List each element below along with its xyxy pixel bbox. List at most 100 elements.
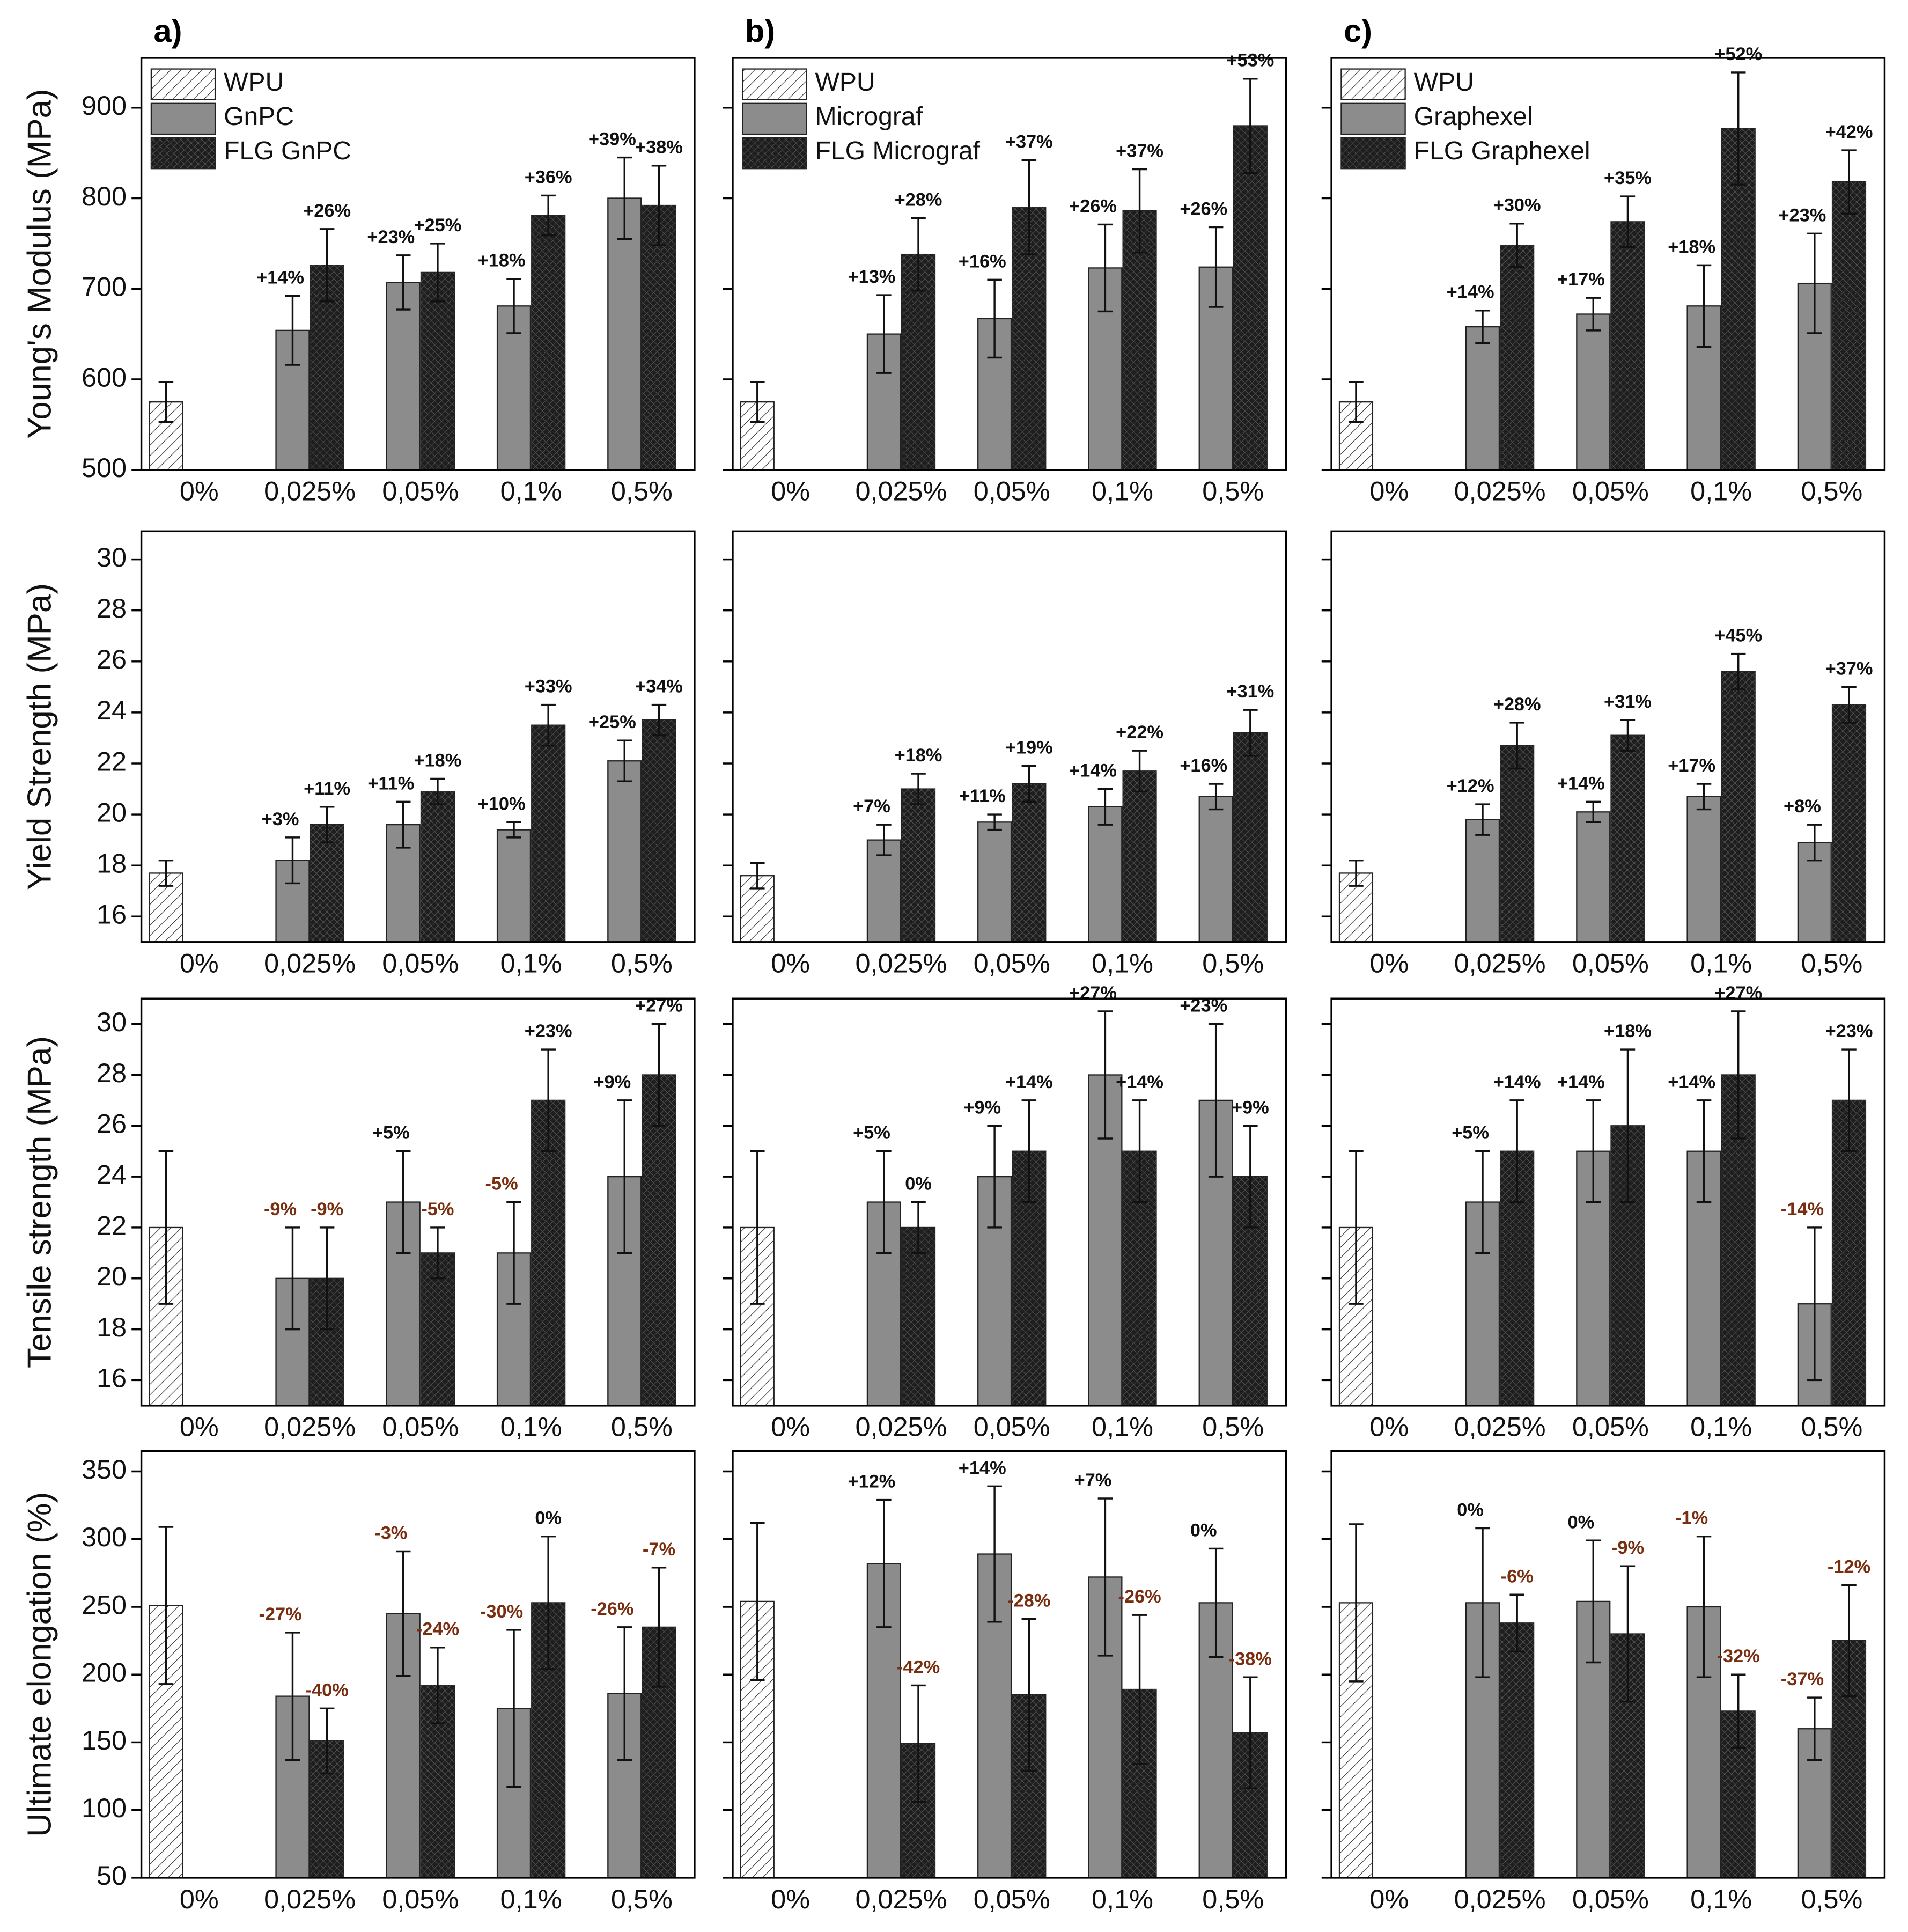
plot-frame: [1330, 1450, 1886, 1879]
annotation: +31%: [1226, 681, 1274, 702]
bar: [1088, 806, 1123, 943]
legend-label: WPU: [815, 68, 875, 97]
annotation: +8%: [1784, 796, 1821, 817]
bar-hatch: [902, 789, 935, 942]
y-tick-label: 300: [82, 1522, 127, 1552]
annotation: 0%: [1568, 1512, 1595, 1532]
plot-frame: [1330, 530, 1886, 943]
y-tick-label: 26: [97, 644, 127, 674]
annotation: -9%: [1611, 1538, 1644, 1558]
legend-hatch: [1341, 137, 1405, 169]
x-tick-label: 0,5%: [611, 476, 673, 506]
x-tick-label: 0%: [1369, 476, 1409, 506]
plot-frame: [732, 530, 1287, 943]
bar-hatch: [902, 1227, 935, 1406]
y-tick-label: 30: [97, 1007, 127, 1037]
annotation: -42%: [897, 1657, 940, 1677]
bar: [1576, 313, 1611, 471]
annotation: -6%: [1501, 1566, 1534, 1586]
y-tick-label: 30: [97, 542, 127, 572]
plot-frame: [140, 997, 696, 1407]
y-tick-label: 700: [82, 271, 127, 302]
bar: [1686, 796, 1721, 943]
x-tick-label: 0%: [1369, 948, 1409, 979]
y-tick-label: 24: [97, 695, 127, 725]
annotation: +12%: [1447, 776, 1494, 796]
x-tick-label: 0,025%: [1454, 476, 1546, 506]
bar-hatch: [421, 272, 454, 470]
annotation: +9%: [593, 1072, 631, 1092]
annotation: 0%: [1190, 1520, 1217, 1540]
legend-swatch: [150, 102, 216, 135]
bar: [1576, 811, 1611, 943]
annotation: +25%: [588, 712, 636, 732]
x-tick-label: 0,025%: [264, 1884, 356, 1914]
legend-label: Graphexel: [1414, 102, 1533, 131]
annotation: +14%: [256, 268, 304, 288]
x-tick-label: 0,05%: [382, 1412, 459, 1442]
y-tick-label: 100: [82, 1793, 127, 1823]
annotation: +14%: [1557, 773, 1605, 794]
annotation: +16%: [959, 251, 1006, 271]
bar-hatch: [642, 205, 676, 470]
x-tick-label: 0,05%: [1572, 1884, 1649, 1914]
y-tick-label: 16: [97, 899, 127, 930]
bar-hatch: [1123, 211, 1156, 470]
x-tick-label: 0,1%: [1092, 948, 1153, 979]
plot-frame: [140, 1450, 696, 1879]
y-tick-label: 150: [82, 1725, 127, 1755]
annotation: -40%: [306, 1680, 349, 1700]
annotation: +9%: [963, 1097, 1001, 1118]
annotation: +23%: [525, 1021, 572, 1041]
annotation: -24%: [416, 1619, 459, 1640]
annotation: +11%: [367, 773, 414, 794]
annotation: +11%: [304, 778, 350, 799]
x-tick-label: 0,5%: [1801, 1884, 1862, 1914]
annotation: -5%: [421, 1199, 454, 1220]
legend-label: GnPC: [224, 102, 294, 131]
annotation: +14%: [1668, 1072, 1715, 1092]
annotation: -28%: [1007, 1591, 1050, 1611]
x-tick-label: 0,1%: [500, 1412, 562, 1442]
annotation: +5%: [1452, 1123, 1489, 1143]
annotation: +18%: [1604, 1021, 1652, 1041]
annotation: +22%: [1116, 722, 1163, 743]
annotation: +28%: [895, 190, 942, 210]
annotation: +37%: [1116, 141, 1163, 161]
annotation: +34%: [635, 677, 683, 697]
x-tick-label: 0,05%: [974, 1884, 1050, 1914]
annotation: -9%: [311, 1199, 343, 1220]
plot-frame: [140, 530, 696, 943]
annotation: +13%: [848, 267, 896, 287]
annotation: -9%: [264, 1199, 297, 1220]
x-tick-label: 0,05%: [382, 1884, 459, 1914]
annotation: -26%: [591, 1599, 633, 1619]
bar: [496, 829, 532, 943]
bar: [1198, 796, 1233, 943]
x-tick-label: 0,5%: [1202, 948, 1264, 979]
annotation: +23%: [1778, 205, 1826, 225]
y-tick-label: 18: [97, 848, 127, 878]
bar-hatch: [1832, 704, 1866, 942]
plot-frame: [1330, 997, 1886, 1407]
x-tick-label: 0,5%: [1801, 948, 1862, 979]
x-tick-label: 0,1%: [1690, 476, 1752, 506]
legend-swatch: [742, 102, 807, 135]
annotation: +23%: [367, 227, 415, 247]
bar-hatch: [1233, 126, 1267, 470]
annotation: +18%: [1668, 237, 1715, 257]
x-tick-label: 0,1%: [1092, 1412, 1153, 1442]
annotation: -26%: [1118, 1586, 1161, 1607]
annotation: +33%: [525, 677, 572, 697]
bar-hatch: [532, 215, 565, 470]
x-tick-label: 0%: [180, 1412, 219, 1442]
x-tick-label: 0%: [180, 1884, 219, 1914]
annotation: 0%: [1457, 1500, 1484, 1520]
annotation: +14%: [1005, 1072, 1053, 1092]
y-tick-label: 200: [82, 1657, 127, 1688]
y-tick-label: 20: [97, 1261, 127, 1291]
y-tick-label: 24: [97, 1159, 127, 1189]
x-tick-label: 0,025%: [855, 948, 947, 979]
annotation: +27%: [1714, 983, 1762, 1003]
